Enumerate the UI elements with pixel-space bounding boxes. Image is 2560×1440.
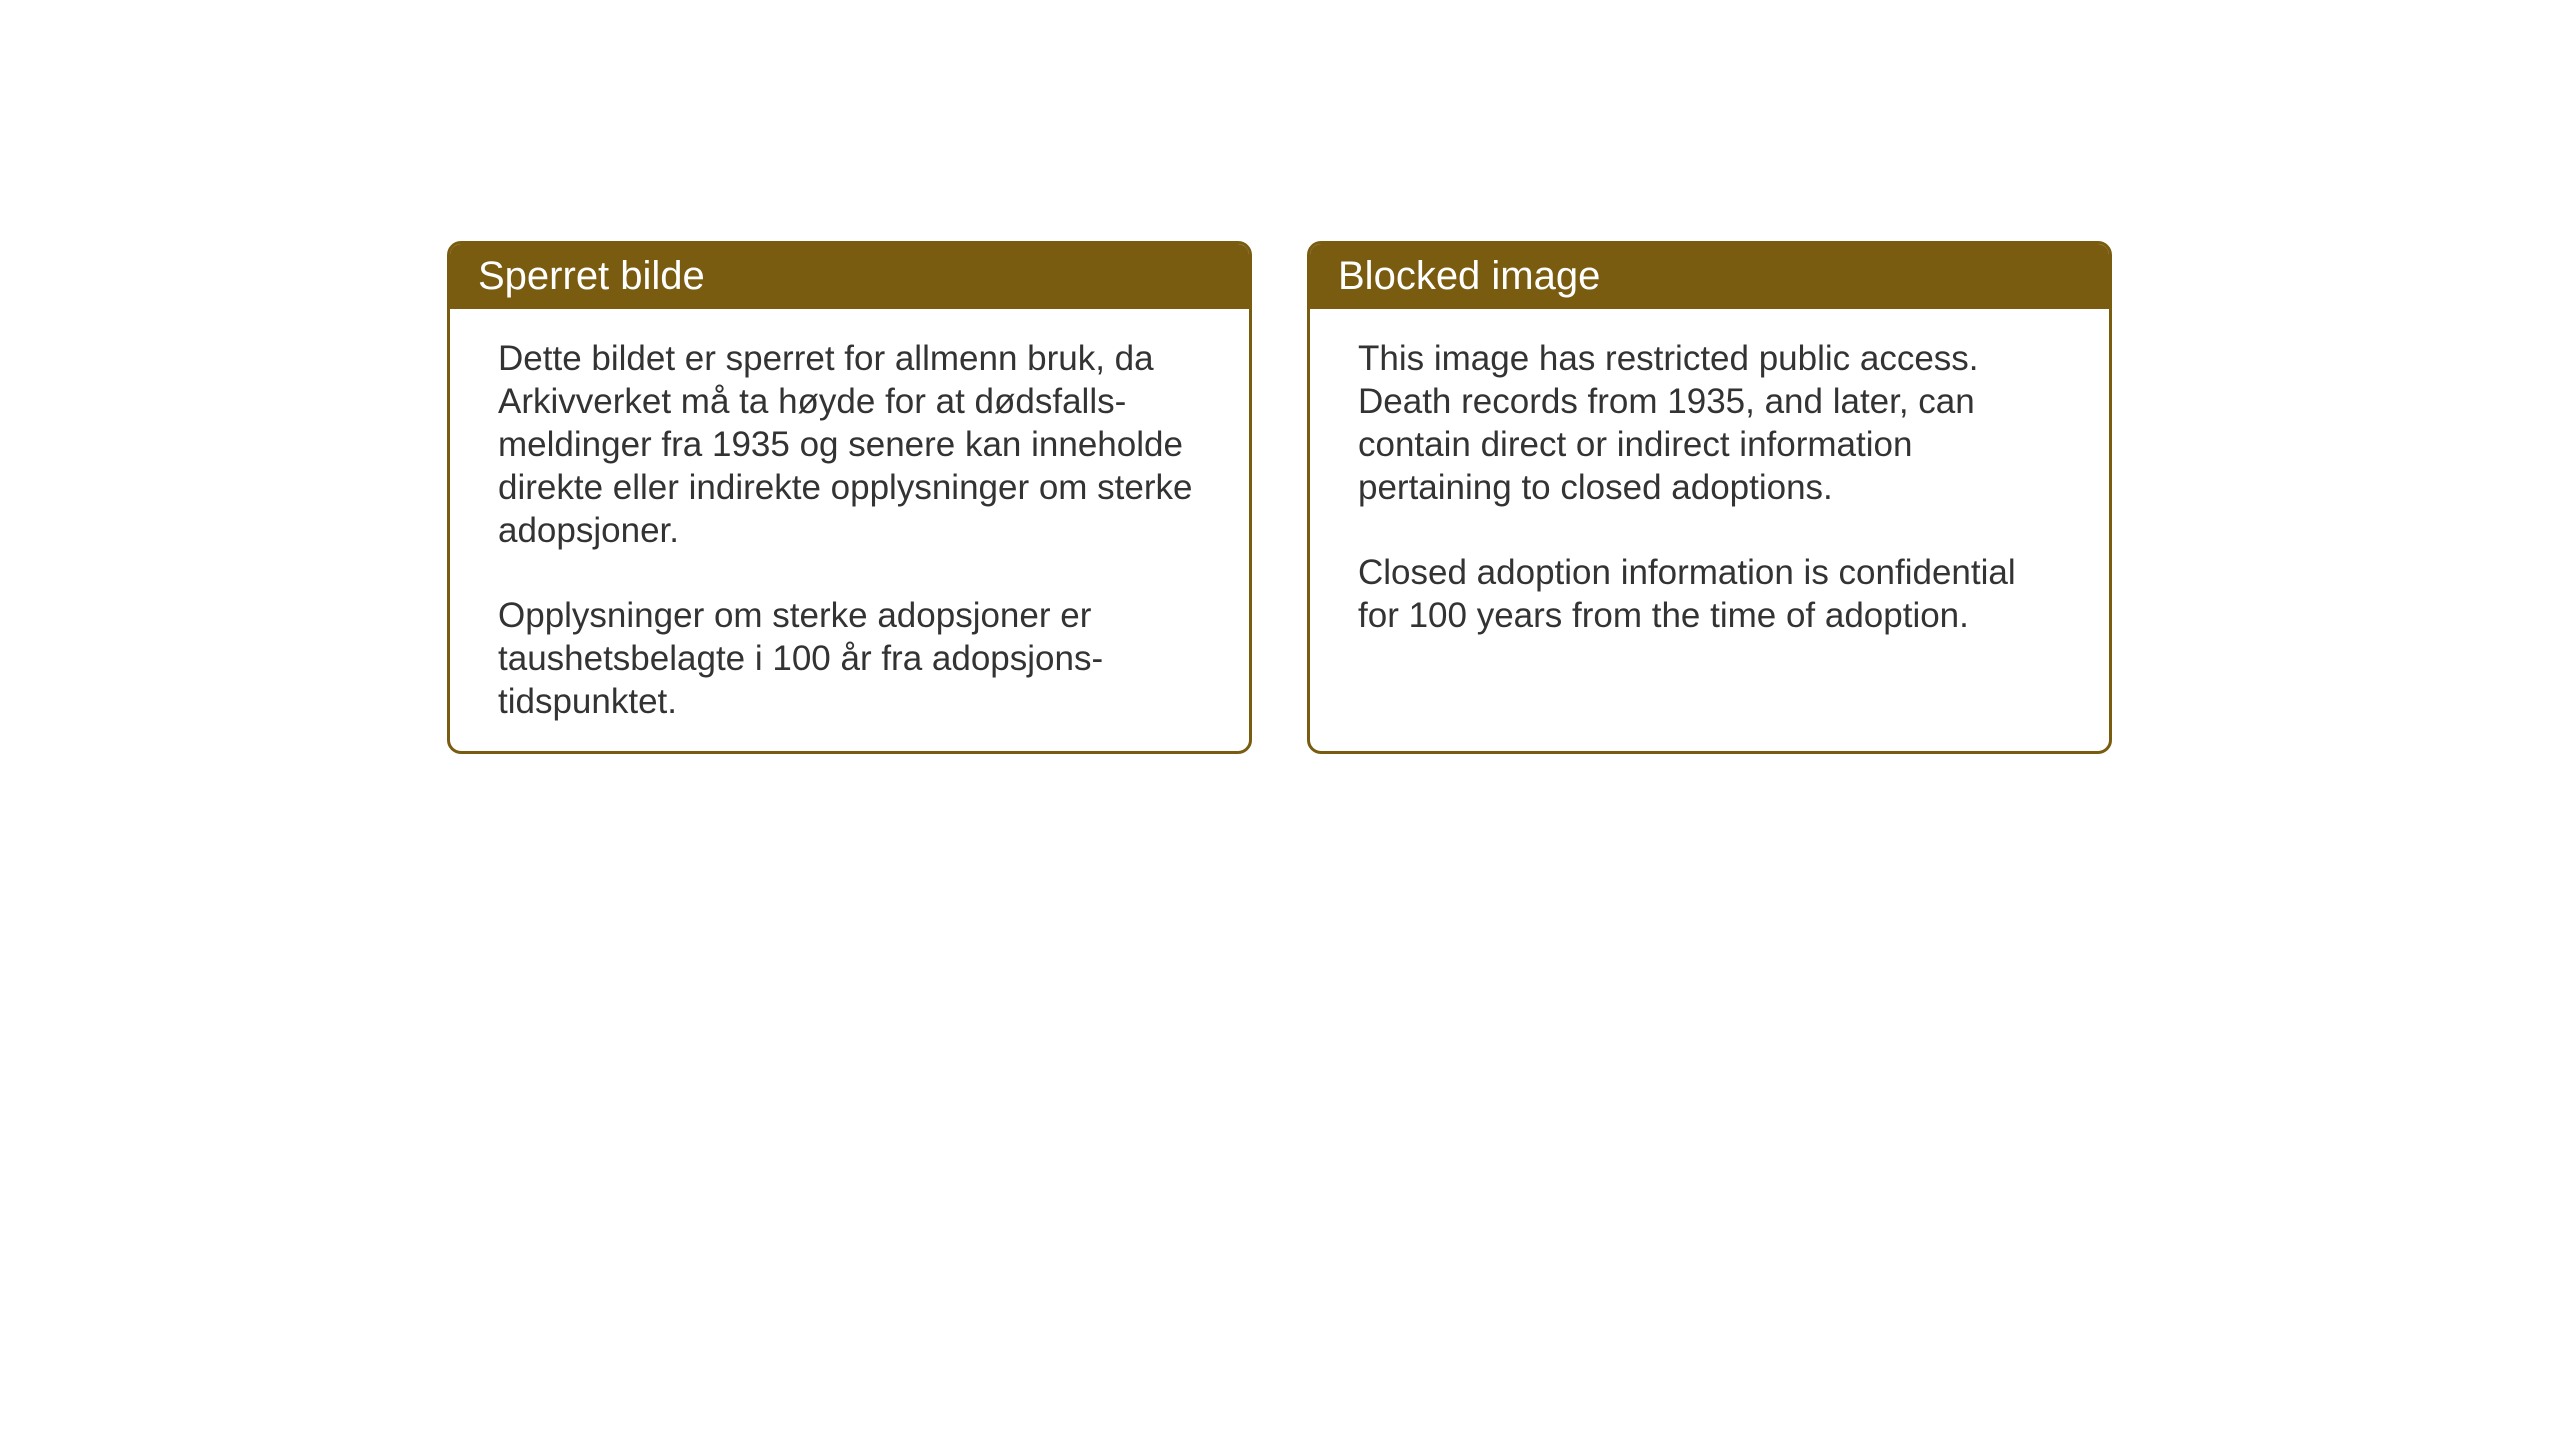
english-card-body: This image has restricted public access.… xyxy=(1310,309,2109,677)
norwegian-paragraph-1: Dette bildet er sperret for allmenn bruk… xyxy=(498,337,1201,552)
norwegian-card-body: Dette bildet er sperret for allmenn bruk… xyxy=(450,309,1249,754)
english-card-title: Blocked image xyxy=(1310,244,2109,309)
english-paragraph-1: This image has restricted public access.… xyxy=(1358,337,2061,509)
norwegian-card: Sperret bilde Dette bildet er sperret fo… xyxy=(447,241,1252,754)
english-card: Blocked image This image has restricted … xyxy=(1307,241,2112,754)
norwegian-card-title: Sperret bilde xyxy=(450,244,1249,309)
norwegian-paragraph-2: Opplysninger om sterke adopsjoner er tau… xyxy=(498,594,1201,723)
english-paragraph-2: Closed adoption information is confident… xyxy=(1358,551,2061,637)
cards-container: Sperret bilde Dette bildet er sperret fo… xyxy=(447,241,2112,754)
